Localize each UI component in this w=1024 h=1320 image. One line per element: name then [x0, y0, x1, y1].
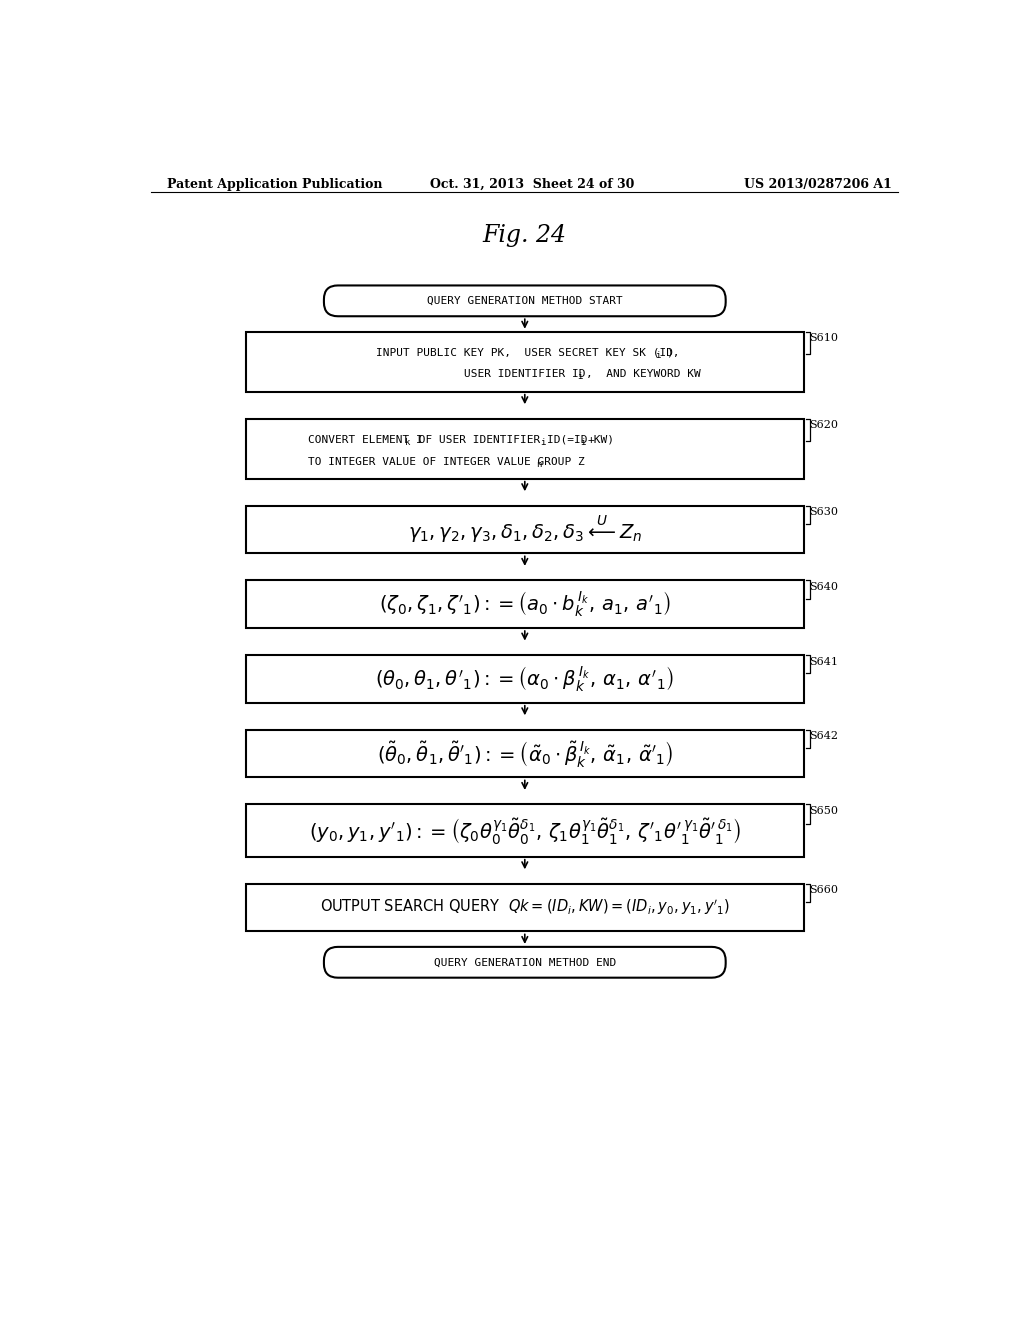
Text: S630: S630 [809, 507, 839, 517]
FancyBboxPatch shape [324, 285, 726, 317]
Text: +KW): +KW) [588, 434, 614, 445]
Bar [246, 804, 804, 857]
Bar [246, 418, 804, 479]
Text: Patent Application Publication: Patent Application Publication [167, 178, 382, 190]
Text: QUERY GENERATION METHOD START: QUERY GENERATION METHOD START [427, 296, 623, 306]
Text: S660: S660 [809, 886, 839, 895]
Bar [246, 884, 804, 932]
Text: $(\theta_0, \theta_1, \theta'_1) := \left(\alpha_0 \cdot \beta_k^{\,I_k},\, \alp: $(\theta_0, \theta_1, \theta'_1) := \lef… [376, 664, 674, 693]
Text: ),: ), [666, 347, 679, 358]
Bar [246, 331, 804, 392]
Text: US 2013/0287206 A1: US 2013/0287206 A1 [744, 178, 892, 190]
Text: n: n [536, 461, 541, 469]
Text: i: i [578, 372, 583, 381]
Text: $\gamma_1, \gamma_2, \gamma_3, \delta_1, \delta_2, \delta_3 \overset{U}{\longlef: $\gamma_1, \gamma_2, \gamma_3, \delta_1,… [408, 513, 642, 545]
Text: S640: S640 [809, 582, 839, 591]
FancyBboxPatch shape [324, 946, 726, 978]
Text: QUERY GENERATION METHOD END: QUERY GENERATION METHOD END [434, 957, 615, 968]
Text: CONVERT ELEMENT I: CONVERT ELEMENT I [308, 434, 423, 445]
Text: S641: S641 [809, 656, 839, 667]
Text: $(\tilde{\theta}_0, \tilde{\theta}_1, \tilde{\theta}'_1) := \left(\tilde{\alpha}: $(\tilde{\theta}_0, \tilde{\theta}_1, \t… [377, 739, 673, 768]
Text: S650: S650 [809, 807, 839, 816]
Text: USER IDENTIFIER ID: USER IDENTIFIER ID [464, 368, 586, 379]
Text: i: i [581, 438, 586, 447]
Text: (=ID: (=ID [547, 434, 588, 445]
Text: TO INTEGER VALUE OF INTEGER VALUE GROUP Z: TO INTEGER VALUE OF INTEGER VALUE GROUP … [308, 457, 585, 467]
Text: OUTPUT SEARCH QUERY  $Qk = (ID_i, KW) = (ID_i, y_0, y_1, y'_1)$: OUTPUT SEARCH QUERY $Qk = (ID_i, KW) = (… [319, 898, 730, 917]
Text: INPUT PUBLIC KEY PK,  USER SECRET KEY SK (ID: INPUT PUBLIC KEY PK, USER SECRET KEY SK … [376, 347, 674, 358]
Text: S610: S610 [809, 333, 839, 343]
Text: OF USER IDENTIFIER ID: OF USER IDENTIFIER ID [413, 434, 561, 445]
Text: Oct. 31, 2013  Sheet 24 of 30: Oct. 31, 2013 Sheet 24 of 30 [430, 178, 635, 190]
Bar [246, 581, 804, 628]
Text: Fig. 24: Fig. 24 [482, 224, 567, 247]
Text: i: i [541, 438, 546, 447]
Bar [246, 506, 804, 553]
Text: ,  AND KEYWORD KW: , AND KEYWORD KW [586, 368, 700, 379]
Bar [246, 655, 804, 702]
Bar [246, 730, 804, 777]
Text: $(y_0, y_1, y'_1) := \left(\zeta_0 \theta_0^{\gamma_1} \tilde{\theta}_0^{\delta_: $(y_0, y_1, y'_1) := \left(\zeta_0 \thet… [309, 816, 740, 846]
Text: k: k [406, 438, 411, 447]
Text: i: i [655, 351, 660, 360]
Text: $(\zeta_0, \zeta_1, \zeta'_1) := \left(a_0 \cdot b_k^{\,I_k},\, a_1,\, a'_1\righ: $(\zeta_0, \zeta_1, \zeta'_1) := \left(a… [379, 590, 671, 619]
Text: S642: S642 [809, 731, 839, 742]
Text: S620: S620 [809, 420, 839, 430]
